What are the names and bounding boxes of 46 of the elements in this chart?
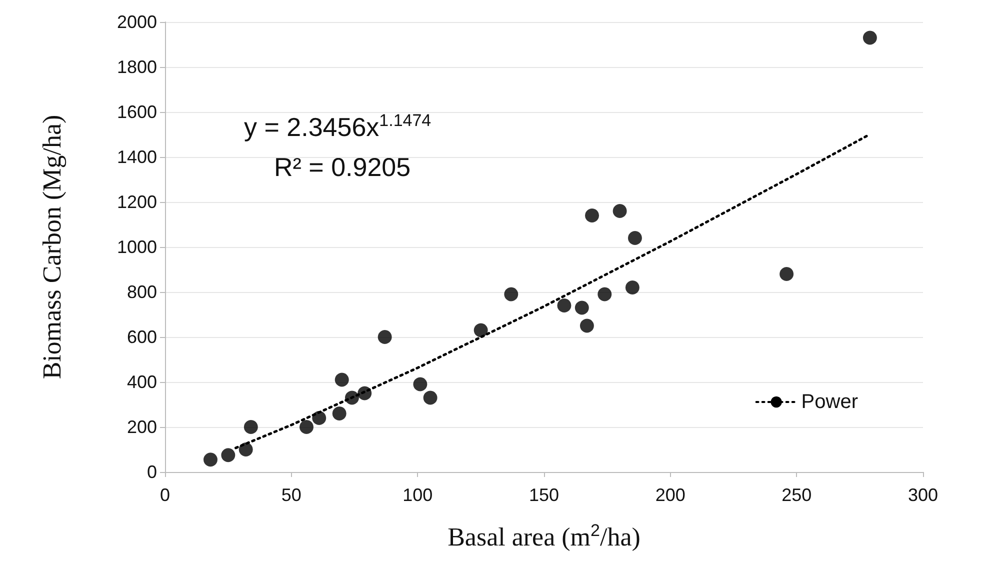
point [628,231,642,245]
point [574,300,589,315]
y-tick-label: 400 [126,372,157,392]
point [780,267,794,281]
point [378,330,392,344]
point [358,386,372,400]
point [221,448,236,462]
x-tick-label: 200 [655,485,686,505]
y-tick-label: 800 [126,282,157,302]
y-tick-label: 1800 [116,57,157,77]
x-tick-label: 300 [908,485,938,505]
point [332,406,346,420]
point [862,30,877,45]
x-tick-label: 250 [782,485,812,505]
y-tick-label: 1200 [116,192,157,212]
point [244,420,258,434]
point [474,323,488,338]
x-tick-label: 150 [528,485,560,505]
point [203,452,218,467]
point [238,442,253,456]
point [413,377,428,392]
y-tick-label: 1000 [116,237,157,257]
annotation: R² = 0.9205 [274,152,411,182]
x-tick-label: 100 [402,485,433,505]
point [504,287,518,302]
point [580,318,594,333]
point [423,390,438,405]
legend-label: Power [801,391,858,413]
point [612,204,627,218]
x-tick-label: 50 [281,485,302,505]
y-tick-label: 2000 [116,12,157,32]
point [557,298,572,312]
y-tick-label: 1400 [116,147,157,167]
point [344,390,359,405]
y-tick-label: 600 [126,327,157,347]
point [585,208,600,222]
point [625,280,640,294]
point [598,287,612,302]
point [300,420,314,434]
y-tick-label: 200 [126,417,157,437]
y-tick-label: 1600 [116,102,157,122]
y-tick-label: 0 [146,462,157,482]
point [312,411,326,425]
x-tick-label: 0 [160,485,170,505]
y-axis-title: Biomass Carbon (Mg/ha) [38,114,66,380]
point [334,372,349,387]
